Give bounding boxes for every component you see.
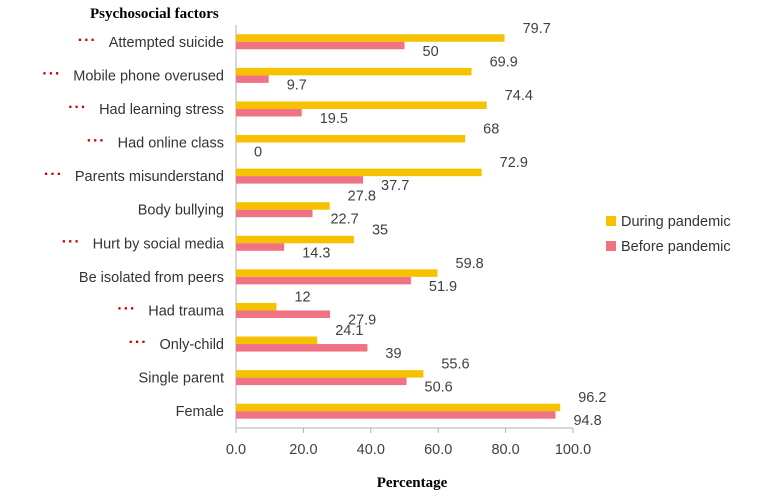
data-label-during: 69.9 (490, 54, 518, 70)
x-axis-ticks: 0.0 20.0 40.0 60.0 80.0 100.0 (226, 428, 591, 458)
data-label-during: 74.4 (505, 88, 533, 104)
significance-marker: ··· (68, 99, 87, 116)
significance-marker: ··· (78, 32, 97, 49)
bar-during (236, 370, 424, 378)
bars: 79.7 50 69.9 9.7 74.4 19.5 68 0 72.9 37.7 27.8 22.7… (236, 21, 606, 429)
bar-during (236, 135, 466, 143)
x-tick-label: 40.0 (357, 442, 385, 458)
bar-during (236, 168, 482, 177)
bar-before (236, 276, 411, 285)
bar-before (236, 344, 368, 352)
category-label: Be isolated from peers (79, 270, 224, 286)
bar-before (236, 243, 285, 251)
bar-before (236, 377, 407, 386)
data-label-during: 24.1 (335, 323, 363, 339)
x-tick-label: 0.0 (226, 442, 246, 458)
x-tick-label: 60.0 (424, 442, 452, 458)
bar-during (236, 269, 438, 277)
data-label-during: 55.6 (441, 357, 469, 373)
significance-marker: ··· (44, 166, 63, 183)
data-label-during: 72.9 (500, 155, 528, 171)
bar-before (236, 108, 302, 117)
legend-swatch (606, 216, 616, 226)
data-label-during: 59.8 (456, 256, 484, 272)
bar-before (236, 41, 405, 50)
category-label: Only-child (160, 337, 224, 353)
data-label-before: 9.7 (287, 77, 307, 93)
data-label-before: 0 (254, 145, 262, 161)
legend-label: During pandemic (621, 214, 731, 230)
data-label-during: 27.8 (348, 189, 376, 205)
category-label: Had learning stress (99, 102, 224, 118)
bar-before (236, 75, 269, 83)
bar-during (236, 101, 487, 109)
significance-marker: ··· (62, 233, 81, 250)
data-label-before: 22.7 (330, 212, 358, 228)
data-label-before: 94.8 (573, 413, 601, 429)
data-label-before: 19.5 (320, 111, 348, 127)
chart-title: Psychosocial factors (90, 6, 219, 22)
significance-marker: ··· (42, 65, 61, 82)
significance-marker: ··· (87, 133, 106, 150)
category-label: Hurt by social media (93, 236, 225, 252)
x-tick-label: 80.0 (491, 442, 519, 458)
category-label: Female (176, 404, 224, 420)
bar-before (236, 310, 331, 318)
legend-swatch (606, 241, 616, 251)
x-tick-label: 20.0 (289, 442, 317, 458)
category-labels: Attempted suicide ··· Mobile phone overuse… (42, 32, 225, 420)
legend-label: Before pandemic (621, 239, 731, 255)
bar-before (236, 411, 556, 419)
significance-marker: ··· (129, 334, 148, 351)
bar-before (236, 176, 364, 184)
category-label: Mobile phone overused (73, 68, 224, 84)
x-tick-label: 100.0 (555, 442, 591, 458)
data-label-before: 39 (385, 346, 401, 362)
bar-during (236, 34, 505, 42)
bar-during (236, 235, 354, 244)
bar-during (236, 302, 277, 311)
category-label: Parents misunderstand (75, 169, 224, 185)
bar-during (236, 202, 330, 210)
significance-marker: ··· (117, 300, 136, 317)
bar-during (236, 336, 318, 345)
x-axis-label: Percentage (377, 475, 448, 491)
bar-during (236, 403, 561, 412)
data-label-before: 37.7 (381, 178, 409, 194)
data-label-during: 12 (294, 289, 310, 305)
category-label: Attempted suicide (109, 35, 224, 51)
category-label: Single parent (139, 371, 224, 387)
data-label-before: 51.9 (429, 279, 457, 295)
data-label-before: 50.6 (425, 380, 453, 396)
data-label-before: 14.3 (302, 245, 330, 261)
data-label-during: 35 (372, 222, 388, 238)
data-label-during: 68 (483, 122, 499, 138)
legend: During pandemic Before pandemic (606, 214, 731, 255)
bar-during (236, 67, 472, 76)
bar-before (236, 209, 313, 218)
category-label: Had trauma (148, 303, 225, 319)
data-label-during: 79.7 (523, 21, 551, 37)
data-label-before: 50 (423, 44, 439, 60)
category-label: Body bullying (138, 203, 224, 219)
data-label-before: 27.9 (348, 312, 376, 328)
category-label: Had online class (118, 136, 224, 152)
data-label-during: 96.2 (578, 390, 606, 406)
